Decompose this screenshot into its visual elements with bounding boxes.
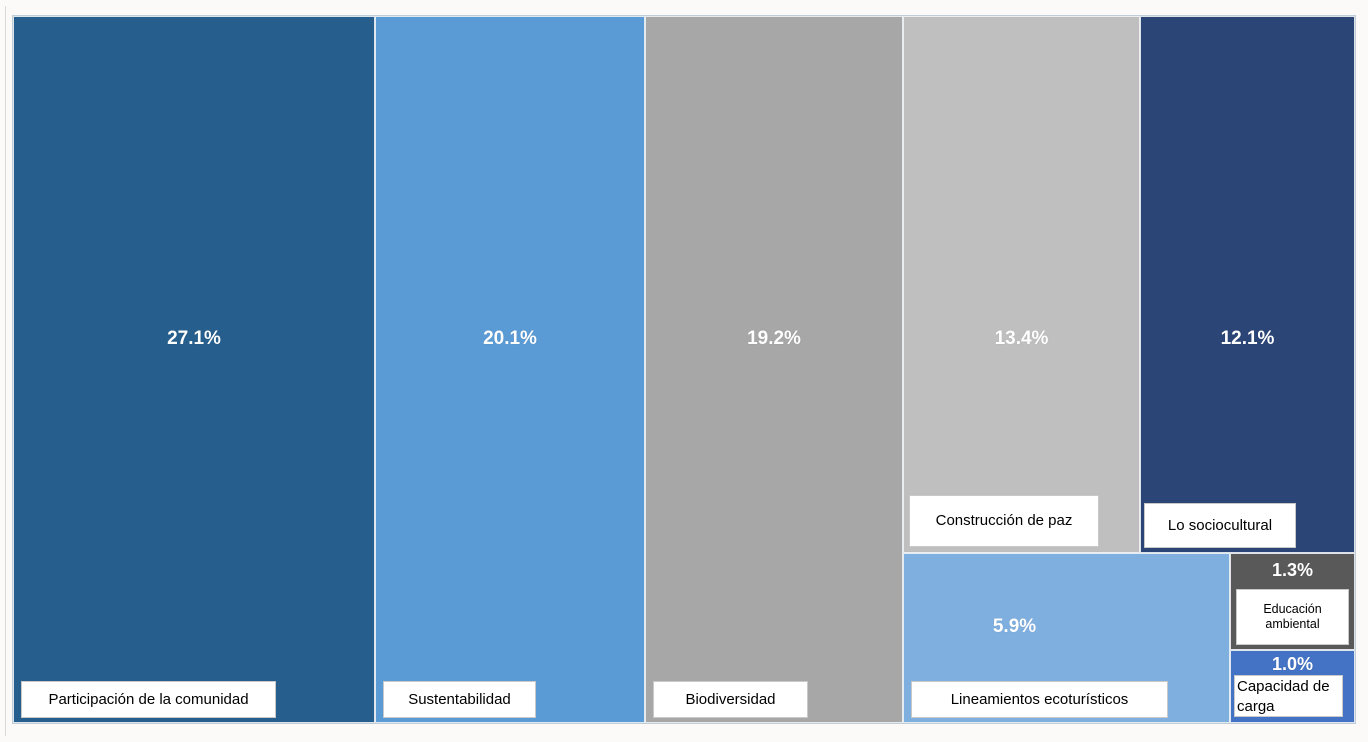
treemap-tile-sustentabilidad[interactable]: 20.1% Sustentabilidad <box>375 16 645 723</box>
page-edge-line <box>5 6 6 736</box>
tile-percent-label: 13.4% <box>994 328 1049 349</box>
treemap-tile-lineamientos-ecoturisticos[interactable]: 5.9% Lineamientos ecoturísticos <box>903 553 1230 723</box>
tile-percent-label: 27.1% <box>167 328 221 349</box>
treemap-tile-lo-sociocultural[interactable]: 12.1% Lo sociocultural <box>1140 16 1355 553</box>
treemap-tile-construccion-de-paz[interactable]: 13.4% Construcción de paz <box>903 16 1140 553</box>
treemap-chart: 27.1% Participación de la comunidad 20.1… <box>12 15 1356 724</box>
treemap-tile-educacion-ambiental[interactable]: 1.3% Educación ambiental <box>1230 553 1355 650</box>
tile-name-label: Participación de la comunidad <box>21 681 276 718</box>
tile-name-label: Lineamientos ecoturísticos <box>911 681 1168 718</box>
tile-name-label: Sustentabilidad <box>383 681 536 718</box>
tile-name-label: Educación ambiental <box>1236 589 1349 645</box>
tile-percent-label: 5.9% <box>992 616 1037 637</box>
treemap-tile-participacion-comunidad[interactable]: 27.1% Participación de la comunidad <box>13 16 375 723</box>
tile-percent-label: 1.3% <box>1271 560 1314 580</box>
treemap-tile-capacidad-de-carga[interactable]: 1.0% Capacidad de carga <box>1230 650 1355 723</box>
tile-percent-label: 19.2% <box>747 328 801 349</box>
tile-percent-label: 1.0% <box>1271 654 1314 674</box>
tile-name-label: Lo sociocultural <box>1144 503 1296 548</box>
treemap-tile-biodiversidad[interactable]: 19.2% Biodiversidad <box>645 16 903 723</box>
tile-name-label: Construcción de paz <box>909 495 1099 547</box>
tile-percent-label: 20.1% <box>483 328 537 349</box>
tile-name-label: Capacidad de carga <box>1234 675 1343 717</box>
tile-percent-label: 12.1% <box>1220 328 1275 349</box>
tile-name-label: Biodiversidad <box>653 681 808 718</box>
